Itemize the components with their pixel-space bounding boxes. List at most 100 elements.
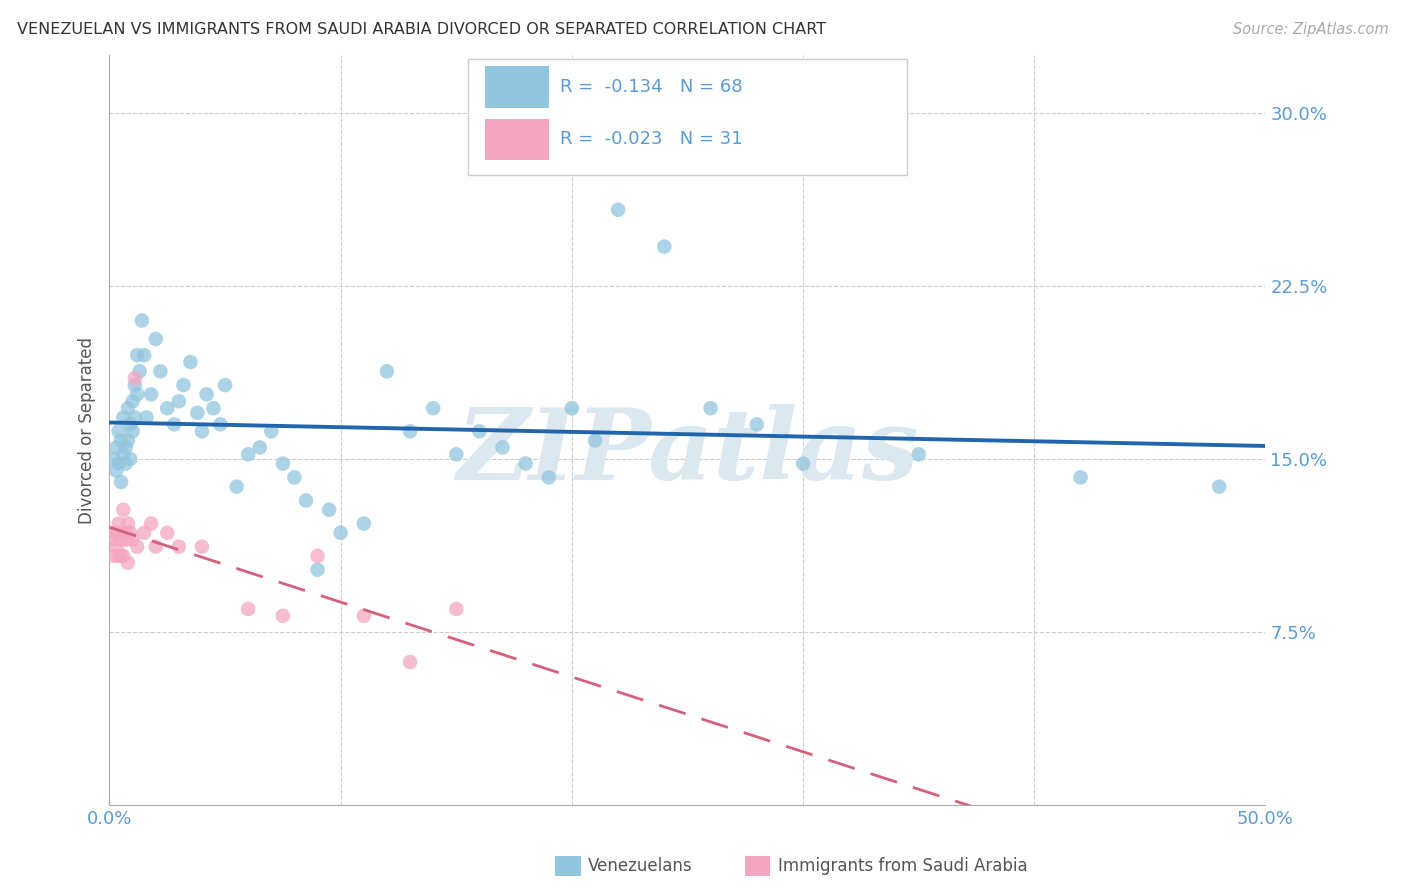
- Point: [112, 502, 135, 516]
- Point: [172, 378, 194, 392]
- Point: [260, 424, 283, 438]
- Point: [238, 602, 260, 616]
- Point: [103, 452, 125, 467]
- Point: [422, 401, 444, 416]
- Point: [124, 410, 146, 425]
- Point: [167, 394, 190, 409]
- Point: [105, 441, 128, 455]
- Point: [191, 424, 214, 438]
- Text: R =  -0.134   N = 68: R = -0.134 N = 68: [561, 78, 742, 95]
- Point: [105, 463, 128, 477]
- Point: [375, 364, 398, 378]
- Point: [307, 549, 329, 563]
- Point: [191, 540, 214, 554]
- Point: [163, 417, 186, 432]
- Text: VENEZUELAN VS IMMIGRANTS FROM SAUDI ARABIA DIVORCED OR SEPARATED CORRELATION CHA: VENEZUELAN VS IMMIGRANTS FROM SAUDI ARAB…: [17, 22, 825, 37]
- Point: [107, 457, 129, 471]
- Text: Immigrants from Saudi Arabia: Immigrants from Saudi Arabia: [778, 857, 1028, 875]
- Point: [156, 525, 179, 540]
- Point: [128, 364, 150, 378]
- Point: [186, 406, 208, 420]
- Point: [117, 556, 139, 570]
- Bar: [485, 119, 548, 161]
- Point: [121, 533, 143, 547]
- Point: [105, 540, 128, 554]
- Point: [699, 401, 721, 416]
- Point: [112, 549, 135, 563]
- Point: [318, 502, 340, 516]
- Point: [195, 387, 218, 401]
- Point: [307, 563, 329, 577]
- Point: [127, 348, 149, 362]
- Point: [179, 355, 201, 369]
- Point: [105, 525, 128, 540]
- Point: [399, 424, 422, 438]
- Point: [202, 401, 225, 416]
- Point: [134, 348, 156, 362]
- Point: [107, 549, 129, 563]
- Text: Source: ZipAtlas.com: Source: ZipAtlas.com: [1233, 22, 1389, 37]
- Point: [107, 516, 129, 531]
- Point: [156, 401, 179, 416]
- Point: [120, 525, 142, 540]
- Point: [446, 447, 468, 461]
- Point: [283, 470, 305, 484]
- Point: [117, 434, 139, 448]
- Text: R =  -0.023   N = 31: R = -0.023 N = 31: [561, 130, 742, 148]
- Point: [110, 549, 132, 563]
- Point: [110, 434, 132, 448]
- Point: [127, 387, 149, 401]
- Point: [249, 441, 271, 455]
- Point: [110, 475, 132, 489]
- FancyBboxPatch shape: [468, 59, 907, 175]
- Point: [103, 525, 125, 540]
- Point: [114, 533, 136, 547]
- Y-axis label: Divorced or Separated: Divorced or Separated: [79, 336, 96, 524]
- Point: [295, 493, 318, 508]
- Text: Venezuelans: Venezuelans: [588, 857, 692, 875]
- Point: [745, 417, 768, 432]
- Point: [145, 332, 167, 346]
- Point: [127, 540, 149, 554]
- Point: [114, 525, 136, 540]
- Point: [583, 434, 606, 448]
- Point: [139, 387, 162, 401]
- Point: [114, 441, 136, 455]
- Point: [145, 540, 167, 554]
- Point: [561, 401, 583, 416]
- Point: [134, 525, 156, 540]
- Point: [135, 410, 157, 425]
- Point: [214, 378, 236, 392]
- Point: [107, 424, 129, 438]
- Point: [353, 608, 375, 623]
- Point: [131, 313, 153, 327]
- Point: [121, 394, 143, 409]
- Point: [537, 470, 560, 484]
- Point: [112, 447, 135, 461]
- Point: [209, 417, 232, 432]
- Point: [607, 202, 630, 217]
- Point: [121, 424, 143, 438]
- Point: [124, 371, 146, 385]
- Point: [654, 240, 676, 254]
- Point: [468, 424, 491, 438]
- Point: [103, 549, 125, 563]
- Point: [110, 533, 132, 547]
- Point: [139, 516, 162, 531]
- Point: [238, 447, 260, 461]
- Point: [907, 447, 929, 461]
- Point: [120, 452, 142, 467]
- Point: [114, 457, 136, 471]
- Bar: [485, 66, 548, 108]
- Point: [1208, 480, 1230, 494]
- Point: [225, 480, 247, 494]
- Point: [167, 540, 190, 554]
- Point: [515, 457, 537, 471]
- Point: [1070, 470, 1092, 484]
- Text: ZIPatlas: ZIPatlas: [457, 404, 918, 500]
- Point: [792, 457, 814, 471]
- Point: [120, 417, 142, 432]
- Point: [117, 516, 139, 531]
- Point: [399, 655, 422, 669]
- Point: [271, 608, 294, 623]
